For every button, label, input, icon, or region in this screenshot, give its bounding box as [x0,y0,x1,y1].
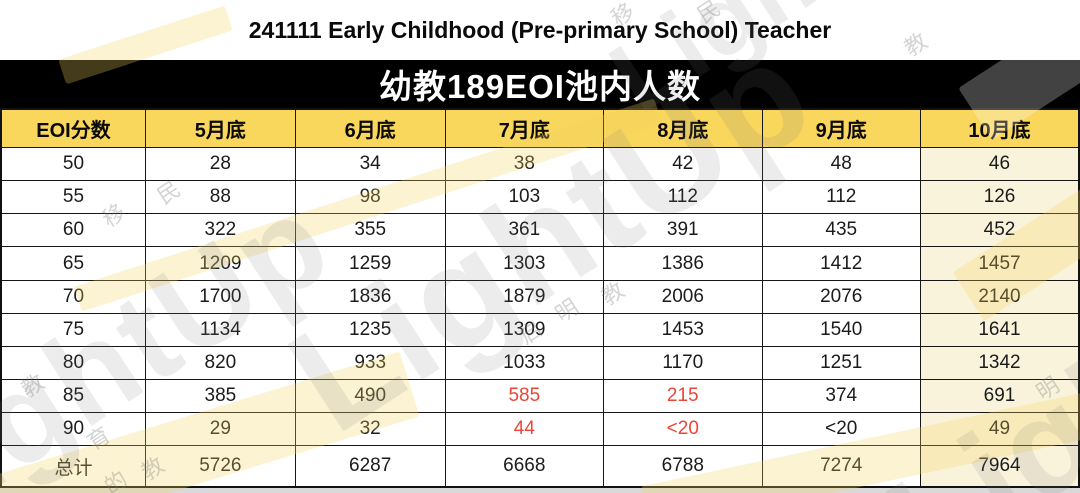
table-body: 50 28 34 38 42 48 46 55 88 98 103 112 112 126 60 322 355… [0,146,1080,488]
row-label: 50 [0,146,146,182]
table-cell: 49 [919,412,1080,447]
table-cell: 374 [761,379,921,414]
table-cell: 38 [444,146,605,182]
table-cell: 1412 [761,246,921,281]
table-cell: 2140 [919,279,1080,314]
table-cell: <20 [761,412,921,447]
table-cell: 1342 [919,345,1080,381]
table-cell: 1134 [144,312,296,347]
table-row: 50 28 34 38 42 48 46 [0,146,1080,182]
table-cell: 1235 [294,312,446,347]
table-cell: 1170 [603,345,763,381]
table-cell: 2076 [761,279,921,314]
table-cell: 98 [294,180,446,215]
col-header-month: 7月底 [444,108,605,148]
table-row: 70 1700 1836 1879 2006 2076 2140 [0,279,1080,314]
table-row: 65 1209 1259 1303 1386 1412 1457 [0,246,1080,281]
bottom-divider [0,488,1080,493]
table-cell: 1879 [444,279,605,314]
table-row: 80 820 933 1033 1170 1251 1342 [0,345,1080,381]
table-cell: 385 [144,379,296,414]
table-cell: 42 [603,146,763,182]
table-cell: 933 [294,345,446,381]
table-cell: 1386 [603,246,763,281]
table-cell: 103 [444,180,605,215]
table-cell: 7274 [761,445,921,488]
table-row: 75 1134 1235 1309 1453 1540 1641 [0,312,1080,347]
row-label: 75 [0,312,146,347]
table-cell: 7964 [919,445,1080,488]
col-header-month: 6月底 [294,108,446,148]
table-cell: 48 [761,146,921,182]
table-cell: 1700 [144,279,296,314]
table-cell: 585 [444,379,605,414]
table-cell: 435 [761,213,921,248]
table-cell: 29 [144,412,296,447]
banner-title: 幼教189EOI池内人数 [379,68,701,105]
col-header-month: 9月底 [761,108,921,148]
table-cell: 6668 [444,445,605,488]
table-cell: 6788 [603,445,763,488]
table-cell: 2006 [603,279,763,314]
table-cell: 391 [603,213,763,248]
table-cell: 490 [294,379,446,414]
table-row: 60 322 355 361 391 435 452 [0,213,1080,248]
row-label: 85 [0,379,146,414]
table-row: 90 29 32 44 <20 <20 49 [0,412,1080,447]
table-cell: 1033 [444,345,605,381]
table-cell: 322 [144,213,296,248]
table-cell: 820 [144,345,296,381]
table-cell: 1309 [444,312,605,347]
table-cell: 1540 [761,312,921,347]
table-row: 85 385 490 585 215 374 691 [0,379,1080,414]
col-header-month: 8月底 [603,108,763,148]
row-label: 65 [0,246,146,281]
table-cell: 1209 [144,246,296,281]
table-cell: 691 [919,379,1080,414]
col-header-month: 10月底 [919,108,1080,148]
row-label: 90 [0,412,146,447]
table-cell: 6287 [294,445,446,488]
table-cell: 1251 [761,345,921,381]
table-cell: 452 [919,213,1080,248]
table-header-row: EOI分数 5月底 6月底 7月底 8月底 9月底 10月底 [0,108,1080,148]
table-cell: 1453 [603,312,763,347]
table-cell: <20 [603,412,763,447]
row-label: 80 [0,345,146,381]
table-cell: 361 [444,213,605,248]
table-cell: 44 [444,412,605,447]
table-cell: 5726 [144,445,296,488]
table-cell: 112 [761,180,921,215]
table-cell: 1457 [919,246,1080,281]
page-title: 241111 Early Childhood (Pre-primary Scho… [0,0,1080,60]
banner: 幼教189EOI池内人数 [0,60,1080,108]
row-label: 总计 [0,445,146,488]
table-row: 55 88 98 103 112 112 126 [0,180,1080,215]
table-cell: 1641 [919,312,1080,347]
table-cell: 1303 [444,246,605,281]
table-cell: 1836 [294,279,446,314]
table-cell: 355 [294,213,446,248]
table-row: 总计 5726 6287 6668 6788 7274 7964 [0,445,1080,488]
table-cell: 1259 [294,246,446,281]
table-cell: 34 [294,146,446,182]
row-label: 60 [0,213,146,248]
table-cell: 215 [603,379,763,414]
table-cell: 126 [919,180,1080,215]
table-cell: 32 [294,412,446,447]
row-label: 55 [0,180,146,215]
table-cell: 28 [144,146,296,182]
row-label: 70 [0,279,146,314]
col-header-eoi-score: EOI分数 [0,108,146,148]
col-header-month: 5月底 [144,108,296,148]
table-cell: 112 [603,180,763,215]
eoi-pool-table: EOI分数 5月底 6月底 7月底 8月底 9月底 10月底 50 28 34 38 42 48 46 5… [0,108,1080,488]
table-cell: 46 [919,146,1080,182]
table-cell: 88 [144,180,296,215]
